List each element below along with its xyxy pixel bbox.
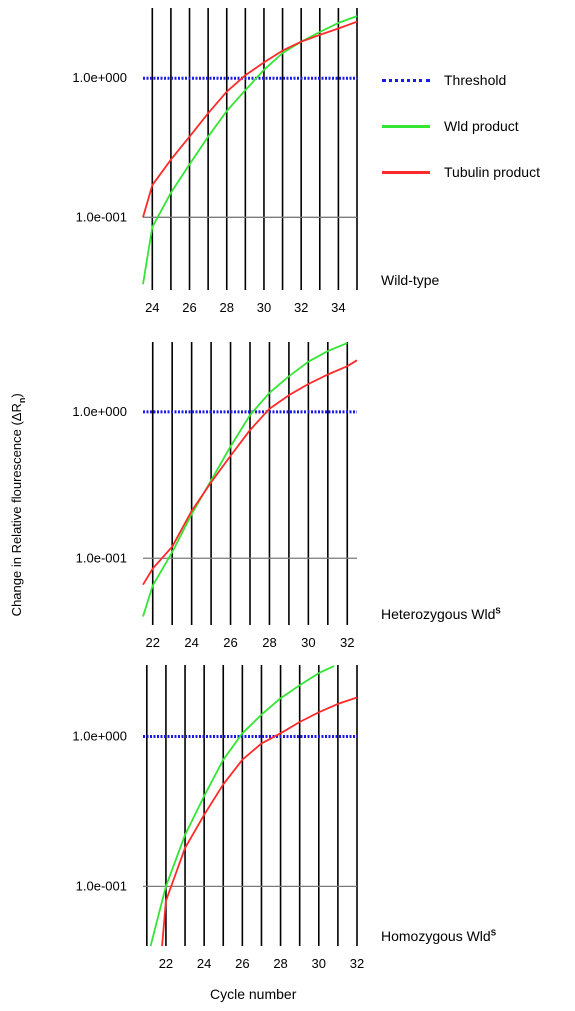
x-tick-label: 28: [220, 300, 234, 315]
x-tick-label: 24: [197, 956, 211, 971]
panel-3: 1.0e+000 1.0e-001 22 24 26 28 30 32: [72, 665, 364, 971]
x-tick-label: 30: [257, 300, 271, 315]
panel-title-homozygous: Homozygous WldS: [381, 928, 496, 944]
x-tick-label: 26: [182, 300, 196, 315]
threshold-swatch: [382, 78, 430, 82]
y-tick-label: 1.0e+000: [72, 404, 127, 419]
x-tick-label: 28: [273, 956, 287, 971]
panel-title-sup: S: [490, 928, 497, 938]
panel-title-text: Wild-type: [381, 272, 440, 288]
x-axis-label: Cycle number: [210, 986, 297, 1002]
x-tick-label: 26: [223, 635, 237, 650]
panel-title-text: Homozygous Wld: [381, 928, 491, 944]
x-tick-label: 22: [159, 956, 173, 971]
y-tick-label: 1.0e-001: [76, 550, 127, 565]
y-tick-label: 1.0e+000: [72, 729, 127, 744]
y-axis-label: Change in Relative flourescence (ΔRn): [9, 325, 27, 685]
panel-title-text: Heterozygous Wld: [381, 606, 496, 622]
legend-label-tubulin: Tubulin product: [444, 164, 540, 180]
x-tick-label: 24: [184, 635, 198, 650]
y-tick-label: 1.0e+000: [72, 70, 127, 85]
x-tick-label: 22: [145, 635, 159, 650]
panel-1: 1.0e+000 1.0e-001 24 26 28 30 32 34: [72, 8, 358, 315]
panel-title-heterozygous: Heterozygous WldS: [381, 606, 501, 622]
tubulin-series-line: [161, 696, 358, 947]
wld-series-line: [149, 665, 335, 947]
wld-series-line: [142, 15, 358, 285]
tubulin-series-line: [142, 20, 358, 218]
x-tick-label: 32: [350, 956, 364, 971]
y-tick-label: 1.0e-001: [76, 209, 127, 224]
y-axis-label-close: ): [9, 393, 25, 398]
tubulin-swatch: [382, 170, 430, 174]
legend-item-tubulin: Tubulin product: [382, 164, 540, 180]
panel-2: 1.0e+000 1.0e-001 22 24 26 28 30 32: [72, 342, 358, 650]
wld-swatch: [382, 124, 430, 128]
legend-item-threshold: Threshold: [382, 72, 506, 88]
x-tick-label: 28: [262, 635, 276, 650]
x-tick-label: 26: [235, 956, 249, 971]
panel-title-wild-type: Wild-type: [381, 272, 439, 288]
tubulin-series-line: [142, 359, 358, 586]
y-axis-label-main: Change in Relative flourescence (ΔR: [9, 403, 25, 617]
x-tick-label: 30: [301, 635, 315, 650]
x-tick-label: 24: [145, 300, 159, 315]
legend-label-wld: Wld product: [444, 118, 519, 134]
panel-title-sup: S: [495, 606, 501, 616]
legend-item-wld: Wld product: [382, 118, 519, 134]
x-tick-label: 30: [312, 956, 326, 971]
x-tick-label: 32: [340, 635, 354, 650]
x-tick-label: 32: [294, 300, 308, 315]
x-tick-label: 34: [331, 300, 345, 315]
y-axis-label-sub: n: [16, 397, 27, 404]
wld-series-line: [142, 342, 348, 617]
legend-label-threshold: Threshold: [444, 72, 507, 88]
y-tick-label: 1.0e-001: [76, 878, 127, 893]
